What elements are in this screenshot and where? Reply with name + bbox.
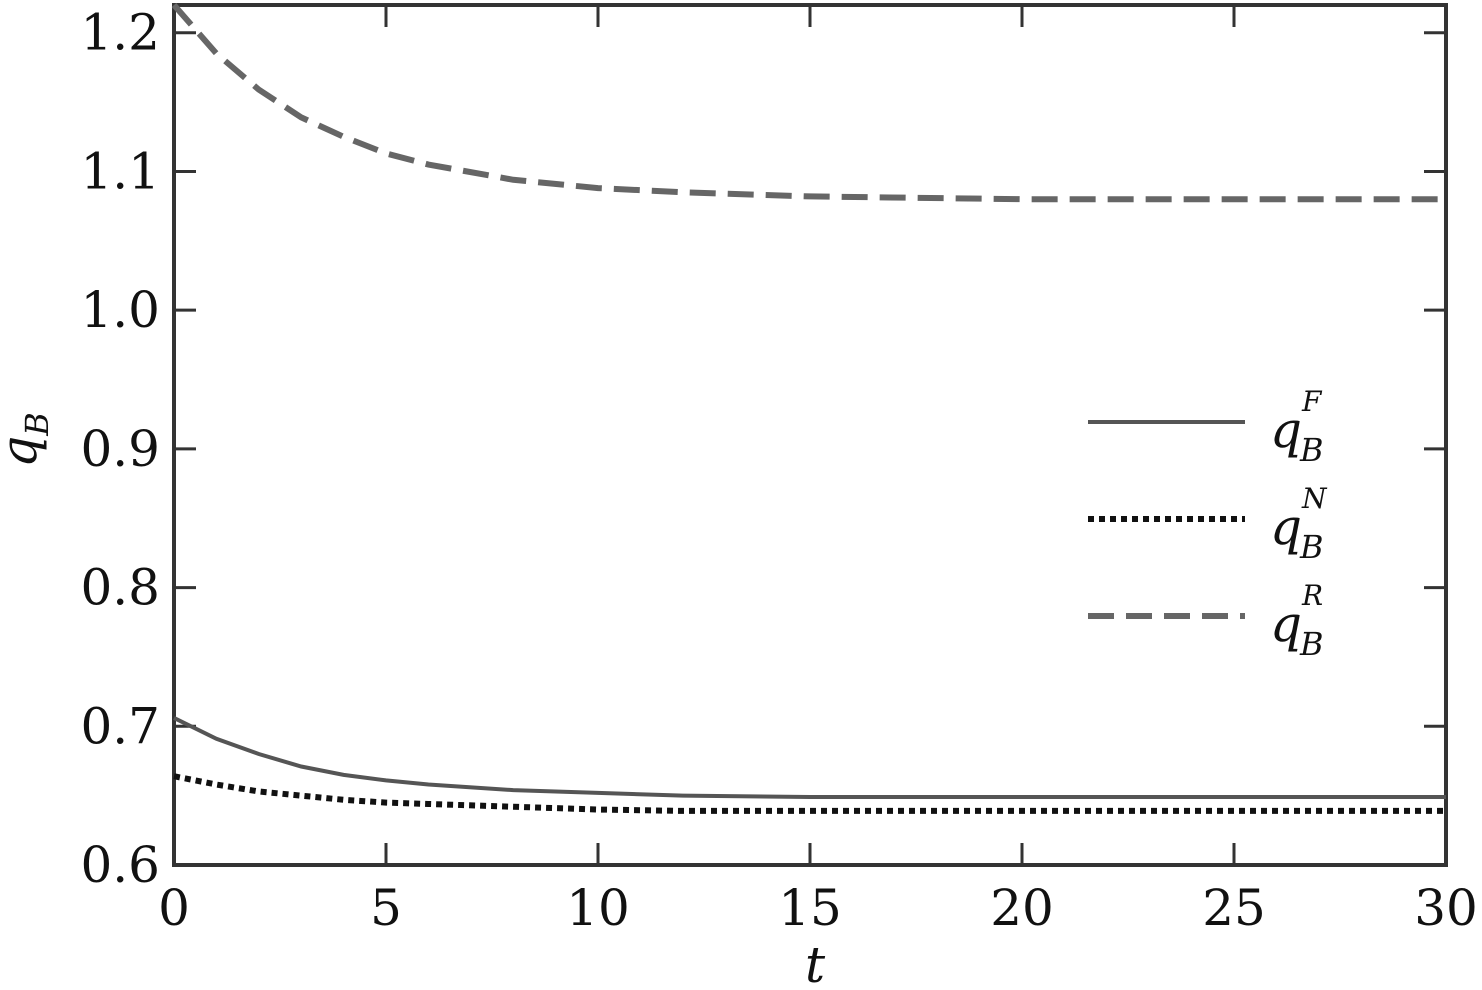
legend-sub: B	[1299, 528, 1324, 566]
legend-sup: R	[1301, 579, 1323, 612]
y-tick-label: 1.1	[80, 142, 160, 200]
legend-label: qN B	[1270, 482, 1328, 566]
line-series	[171, 3, 1446, 203]
legend-name: q	[1270, 401, 1302, 459]
x-tick-label: 15	[778, 879, 842, 937]
legend-sup: F	[1301, 385, 1323, 418]
y-tick-label: 0.6	[80, 836, 160, 894]
y-axis-label: qB	[0, 412, 56, 468]
legend-sub: B	[1299, 431, 1324, 469]
x-axis-label: t	[805, 936, 826, 986]
y-tick-label: 0.8	[80, 559, 160, 617]
legend-name: q	[1270, 595, 1302, 653]
x-tick-label: 0	[158, 879, 190, 937]
x-tick-label: 20	[990, 879, 1054, 937]
x-tick-label: 10	[566, 879, 630, 937]
legend-label: qF B	[1270, 385, 1324, 469]
y-tick-label: 1.0	[80, 281, 160, 339]
line-series	[173, 773, 1446, 814]
y-tick-label: 1.2	[80, 4, 160, 62]
y-tick-label: 0.7	[80, 697, 160, 755]
y-tick-label: 0.9	[80, 420, 160, 478]
x-tick-label: 5	[370, 879, 402, 937]
plot-frame	[172, 3, 1448, 867]
y-label-sub: B	[18, 412, 56, 437]
x-tick-label: 30	[1414, 879, 1478, 937]
legend-sub: B	[1299, 625, 1324, 663]
x-tick-label: 25	[1202, 879, 1266, 937]
legend-label: qR B	[1270, 579, 1324, 663]
legend-sup: N	[1301, 482, 1328, 515]
line-series	[173, 716, 1446, 800]
legend-name: q	[1270, 498, 1302, 556]
y-label-main: q	[0, 436, 48, 468]
